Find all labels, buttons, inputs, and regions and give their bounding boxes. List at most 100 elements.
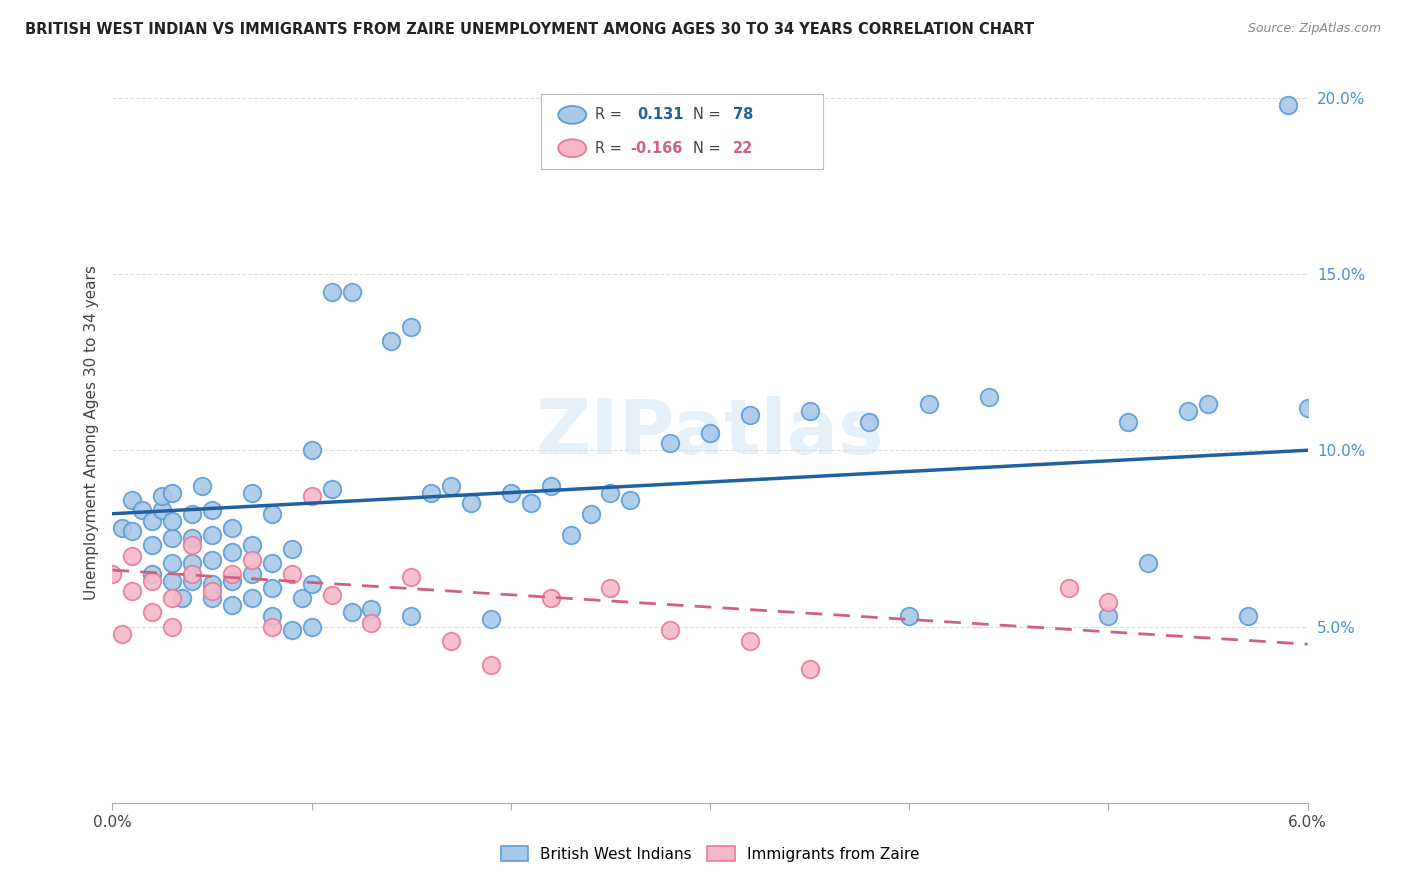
Point — [738, 408, 761, 422]
Point — [121, 549, 143, 563]
Legend: British West Indians, Immigrants from Zaire: British West Indians, Immigrants from Za… — [501, 846, 920, 862]
Point — [221, 521, 243, 535]
Point — [260, 619, 283, 633]
Point — [1197, 397, 1219, 411]
Text: R =: R = — [595, 107, 621, 122]
Point — [201, 584, 224, 599]
Point — [281, 541, 304, 556]
Text: N =: N = — [693, 107, 721, 122]
Point — [101, 566, 124, 581]
Text: N =: N = — [693, 141, 721, 156]
Point — [191, 478, 214, 492]
Point — [162, 556, 183, 570]
Point — [181, 574, 204, 588]
Text: 22: 22 — [733, 141, 752, 156]
Point — [401, 570, 423, 584]
Point — [738, 633, 761, 648]
Point — [401, 609, 423, 624]
Point — [321, 285, 343, 299]
Point — [659, 623, 682, 637]
Point — [799, 662, 821, 676]
Point — [540, 478, 562, 492]
Point — [1057, 581, 1080, 595]
Point — [918, 397, 941, 411]
Point — [499, 485, 522, 500]
Point — [360, 615, 382, 630]
Point — [181, 532, 204, 546]
Point — [111, 521, 134, 535]
Point — [240, 591, 263, 606]
Text: Source: ZipAtlas.com: Source: ZipAtlas.com — [1247, 22, 1381, 36]
Point — [301, 443, 323, 458]
Point — [479, 612, 502, 626]
Point — [181, 566, 204, 581]
Point — [260, 581, 283, 595]
Point — [1177, 404, 1199, 418]
Point — [150, 503, 173, 517]
Point — [281, 623, 304, 637]
Point — [111, 626, 134, 640]
Point — [121, 524, 143, 539]
Point — [1137, 556, 1160, 570]
Point — [201, 577, 224, 591]
Point — [260, 556, 283, 570]
Point — [162, 532, 183, 546]
Point — [340, 606, 363, 620]
Point — [240, 566, 263, 581]
Point — [321, 482, 343, 496]
Point — [201, 503, 224, 517]
Point — [579, 507, 602, 521]
Point — [162, 574, 183, 588]
Point — [699, 425, 721, 440]
Point — [260, 507, 283, 521]
Point — [460, 496, 482, 510]
Point — [440, 633, 463, 648]
Point — [540, 591, 562, 606]
Point — [599, 485, 621, 500]
Point — [260, 609, 283, 624]
Point — [141, 514, 163, 528]
Point — [1097, 595, 1119, 609]
Point — [291, 591, 314, 606]
Point — [1097, 609, 1119, 624]
Point — [401, 319, 423, 334]
Point — [898, 609, 921, 624]
Point — [131, 503, 153, 517]
Point — [479, 658, 502, 673]
Point — [520, 496, 543, 510]
Point — [1296, 401, 1319, 415]
Point — [599, 581, 621, 595]
Point — [799, 404, 821, 418]
Text: R =: R = — [595, 141, 621, 156]
Point — [172, 591, 194, 606]
Point — [162, 485, 183, 500]
Text: 78: 78 — [733, 107, 752, 122]
Point — [141, 538, 163, 552]
Y-axis label: Unemployment Among Ages 30 to 34 years: Unemployment Among Ages 30 to 34 years — [83, 265, 98, 600]
Point — [141, 566, 163, 581]
Point — [281, 566, 304, 581]
Point — [240, 538, 263, 552]
Point — [221, 599, 243, 613]
Point — [659, 436, 682, 450]
Text: -0.166: -0.166 — [630, 141, 682, 156]
Point — [1237, 609, 1260, 624]
Point — [1277, 97, 1299, 112]
Point — [301, 577, 323, 591]
Point — [1118, 415, 1140, 429]
Point — [121, 492, 143, 507]
Point — [240, 552, 263, 566]
Point — [181, 538, 204, 552]
Point — [420, 485, 443, 500]
Point — [301, 489, 323, 503]
Text: BRITISH WEST INDIAN VS IMMIGRANTS FROM ZAIRE UNEMPLOYMENT AMONG AGES 30 TO 34 YE: BRITISH WEST INDIAN VS IMMIGRANTS FROM Z… — [25, 22, 1035, 37]
Point — [340, 285, 363, 299]
Point — [201, 591, 224, 606]
Point — [150, 489, 173, 503]
Point — [301, 619, 323, 633]
Point — [380, 334, 402, 348]
Point — [221, 545, 243, 559]
Point — [240, 485, 263, 500]
Text: 0.131: 0.131 — [637, 107, 683, 122]
Point — [181, 507, 204, 521]
